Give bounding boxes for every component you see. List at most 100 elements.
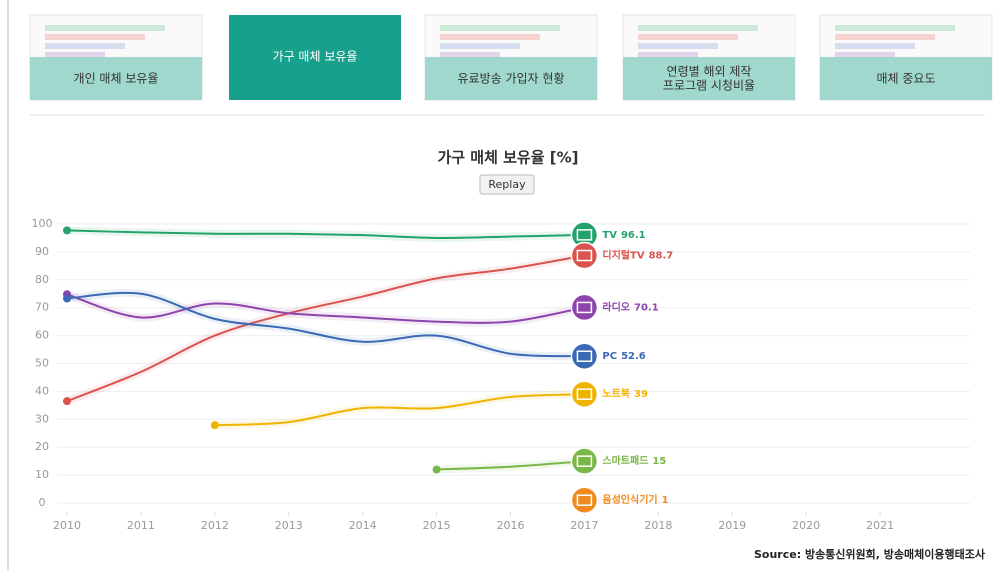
x-tick-label: 2019: [718, 519, 746, 532]
thumb-bar: [835, 25, 955, 31]
thumb-bar: [638, 43, 718, 49]
end-label: 음성인식기기 1: [602, 493, 668, 506]
series-line: [214, 393, 585, 427]
icon-glyph: [576, 388, 593, 400]
icon-glyph: [576, 229, 593, 241]
thumb-bar: [638, 34, 738, 40]
x-tick-label: 2021: [866, 519, 894, 532]
series-line: [66, 229, 585, 239]
y-tick-label: 30: [35, 412, 49, 425]
tab-label[interactable]: 매체 중요도: [876, 72, 935, 86]
icon-glyph: [576, 350, 593, 362]
tab-band: [820, 57, 992, 100]
source: Source: 방송통신위원회, 방송매체이용행태조사: [754, 547, 986, 561]
y-tick-label: 60: [35, 329, 49, 342]
end-label: 스마트패드 15: [602, 454, 666, 467]
start-dot: [63, 397, 71, 406]
thumb-bar: [638, 25, 758, 31]
y-tick-label: 80: [35, 273, 49, 286]
thumb-bar: [440, 43, 520, 49]
tab-band: [30, 57, 202, 100]
series-name: 음성인식기기: [602, 493, 657, 506]
end-label: 라디오 70.1: [602, 300, 658, 313]
value-label: 52.6: [621, 351, 646, 362]
x-tick-label: 2010: [53, 519, 81, 532]
x-tick-label: 2013: [275, 519, 303, 532]
y-tick-label: 50: [35, 357, 49, 370]
end-icon: [570, 241, 599, 270]
series-name: 노트북: [602, 388, 630, 400]
x-tick-label: 2020: [792, 519, 820, 532]
series-name: TV: [602, 230, 617, 241]
series-line: [66, 254, 585, 403]
replay-label[interactable]: Replay: [488, 178, 526, 191]
y-tick-label: 10: [35, 468, 49, 481]
value-label: 96.1: [621, 230, 646, 241]
start-dot: [432, 465, 441, 474]
tab-label[interactable]: 연령별 해외 제작: [667, 65, 752, 79]
value-label: 70.1: [634, 302, 659, 313]
start-dot: [63, 294, 71, 303]
thumb-bar: [45, 25, 165, 31]
chart-title: 가구 매체 보유율 [%]: [437, 149, 578, 167]
x-tick-label: 2015: [423, 519, 451, 532]
value-label: 39: [634, 389, 648, 400]
end-label: 노트북 39: [602, 388, 648, 400]
start-dot: [210, 421, 219, 430]
tab-band: [425, 57, 597, 100]
value-label: 15: [652, 456, 666, 467]
thumb-bar: [835, 34, 935, 40]
icon-glyph: [576, 301, 593, 314]
value-label: 1: [662, 495, 669, 506]
thumb-bar: [440, 34, 540, 40]
y-tick-label: 100: [32, 217, 53, 230]
line-glow: [65, 251, 586, 405]
tab-band: [623, 57, 795, 100]
replay-button[interactable]: [479, 174, 535, 195]
thumb-bar: [835, 43, 915, 49]
end-icon: [570, 380, 599, 408]
thumb-bar: [440, 25, 560, 31]
series-name: 스마트패드: [602, 454, 648, 467]
series-name: 라디오: [602, 300, 630, 313]
thumb-bar: [440, 52, 500, 58]
thumb-bar: [45, 52, 105, 58]
y-tick-label: 90: [35, 245, 49, 258]
series-line: [436, 460, 585, 471]
tab[interactable]: [229, 15, 401, 100]
thumb-bar: [45, 43, 125, 49]
x-tick-label: 2016: [497, 519, 525, 532]
tab-label[interactable]: 프로그램 시청비율: [663, 79, 755, 93]
y-tick-label: 70: [35, 301, 49, 314]
end-icon: [570, 447, 599, 475]
series-name: 디지털TV: [602, 249, 644, 262]
end-label: TV 96.1: [602, 230, 645, 241]
y-tick-label: 0: [39, 496, 46, 509]
x-tick-label: 2014: [349, 519, 377, 532]
tab-label[interactable]: 유료방송 가입자 현황: [458, 72, 565, 86]
thumb-bar: [45, 34, 145, 40]
y-tick-label: 40: [35, 384, 49, 397]
start-dot: [63, 226, 71, 235]
end-label: 디지털TV 88.7: [602, 249, 673, 262]
end-icon: [570, 342, 599, 370]
thumb-bar: [638, 52, 698, 58]
tab-label[interactable]: 개인 매체 보유율: [74, 72, 159, 86]
tab-label[interactable]: 가구 매체 보유율: [273, 50, 358, 64]
icon-glyph: [576, 249, 593, 262]
end-icon: [570, 293, 599, 322]
x-tick-label: 2011: [127, 519, 155, 532]
icon-glyph: [576, 494, 593, 506]
icon-glyph: [576, 455, 593, 467]
value-label: 88.7: [649, 251, 674, 262]
x-tick-label: 2017: [570, 519, 598, 532]
end-icon: [570, 486, 599, 514]
line-glow: [214, 390, 585, 430]
x-tick-label: 2012: [201, 519, 229, 532]
x-tick-label: 2018: [644, 519, 672, 532]
series-line: [66, 291, 585, 358]
thumb-bar: [835, 52, 895, 58]
series-line: [66, 293, 585, 324]
